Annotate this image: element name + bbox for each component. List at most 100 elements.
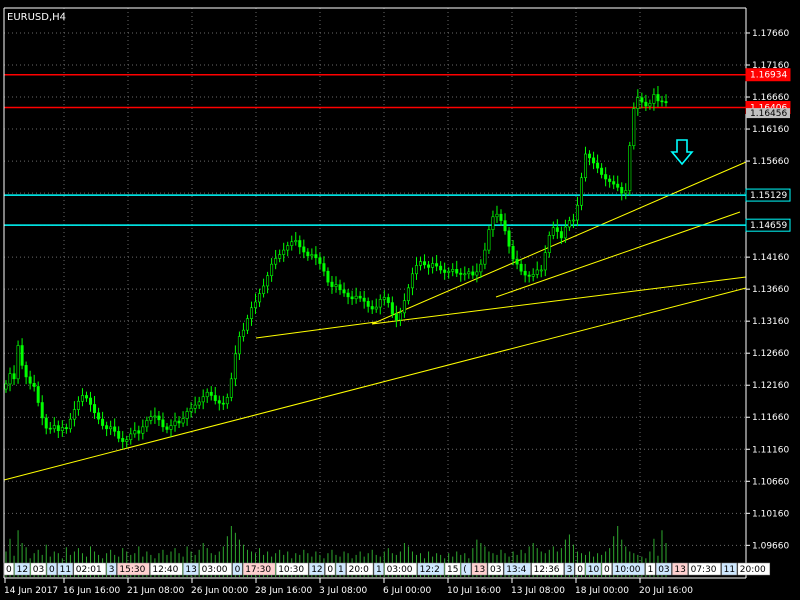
session-marker (585, 562, 602, 576)
candle-body (495, 213, 499, 218)
price-tick-label: 1.16660 (752, 93, 789, 103)
candle-body (559, 231, 563, 239)
session-marker (46, 562, 57, 576)
candle-body (664, 101, 668, 104)
candle-body (56, 425, 60, 431)
candle-body (89, 397, 93, 405)
price-tag-label: 1.15129 (750, 191, 787, 201)
session-marker (417, 562, 445, 576)
trendlines[interactable] (3, 161, 747, 481)
candle-body (294, 240, 298, 243)
trendline[interactable] (371, 276, 747, 325)
candle-body (620, 187, 624, 194)
session-marker (57, 562, 74, 576)
candle-body (604, 174, 608, 180)
trendline[interactable] (371, 161, 747, 325)
session-marker-label: 03 (33, 565, 44, 575)
session-marker (199, 562, 232, 576)
candle-body (217, 400, 221, 404)
candle-body (414, 265, 418, 275)
candle-body (169, 425, 173, 430)
session-marker (106, 562, 117, 576)
candle-body (334, 284, 338, 287)
time-tick-label: 28 Jun 16:00 (255, 586, 312, 596)
candle-body (181, 418, 185, 424)
candle-body (588, 153, 592, 159)
session-marker (3, 562, 14, 576)
session-marker-label: 11 (60, 565, 71, 575)
candle-body (447, 270, 451, 273)
candle-body (479, 263, 483, 273)
candle-body (137, 430, 141, 434)
candle-body (362, 297, 366, 302)
session-marker-label: 12 (311, 565, 322, 575)
candle-body (519, 263, 523, 272)
horizontal-levels[interactable] (4, 73, 746, 226)
candle-body (394, 313, 398, 321)
candle-body (233, 353, 237, 380)
session-marker (531, 562, 564, 576)
candle-body (153, 415, 157, 418)
session-marker (444, 562, 461, 576)
time-tick-label: 16 Jun 16:00 (63, 586, 120, 596)
trendline[interactable] (255, 321, 377, 339)
candle-body (185, 411, 189, 419)
candle-body (632, 108, 636, 146)
session-marker-label: 0 (577, 565, 583, 575)
candle-body (326, 270, 330, 283)
candle-body (499, 213, 503, 221)
candle-body (36, 386, 40, 403)
arrow-shape[interactable] (670, 139, 694, 166)
time-tick-label: 20 Jul 16:00 (639, 586, 693, 596)
candle-body (531, 274, 535, 277)
time-axis: 14 Jun 2017 16 Jun 16:00 21 Jun 08:00 26 Ju… (4, 578, 693, 596)
candle-body (117, 431, 121, 439)
session-marker (688, 562, 721, 576)
session-marker-label: 02:01 (76, 565, 102, 575)
candle-body (298, 240, 302, 248)
session-marker-label: 20:00 (740, 565, 766, 575)
time-tick-label: 13 Jul 08:00 (511, 586, 565, 596)
candle-body (101, 418, 105, 426)
candle-body (149, 416, 153, 421)
price-tick-label: 1.13160 (752, 317, 789, 327)
candle-body (431, 263, 435, 268)
candle-body (358, 295, 362, 299)
candle-body (97, 412, 101, 420)
candle-body (84, 395, 88, 399)
candle-body (157, 415, 161, 421)
candle-body (40, 402, 44, 419)
price-tick-label: 1.17660 (752, 29, 789, 39)
candle-body (640, 97, 644, 103)
candle-body (318, 257, 322, 264)
candle-body (592, 157, 596, 164)
candle-body (374, 306, 378, 310)
session-marker (183, 562, 199, 576)
trendline[interactable] (495, 211, 741, 298)
price-tag (745, 188, 791, 202)
price-tick-label: 1.12660 (752, 349, 789, 359)
candle-body (249, 307, 253, 319)
candle-body (64, 427, 68, 430)
candle-body (270, 263, 274, 277)
candle-body (109, 426, 113, 430)
session-marker-label: 1 (338, 565, 344, 575)
session-marker (117, 562, 150, 576)
candle-body (439, 265, 443, 271)
candle-body (596, 162, 600, 169)
candle-body (527, 274, 531, 277)
candle-body (652, 94, 656, 104)
session-marker-label: 0 (235, 565, 241, 575)
price-tick-label: 1.17160 (752, 61, 789, 71)
price-tick-label: 1.15660 (752, 157, 789, 167)
price-tick-label: 1.16160 (752, 125, 789, 135)
trendline[interactable] (3, 287, 747, 481)
session-marker (612, 562, 645, 576)
candle-body (213, 395, 217, 401)
candle-body (125, 439, 129, 442)
bid-price-tag (746, 108, 790, 119)
down-arrow-icon[interactable] (670, 139, 694, 166)
price-tag-label: 1.14659 (750, 221, 787, 231)
